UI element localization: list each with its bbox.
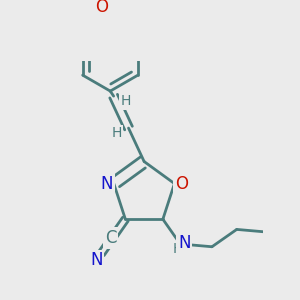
Text: H: H [120,94,130,108]
Text: O: O [175,175,188,193]
Text: C: C [105,229,116,247]
Text: H: H [172,242,183,256]
Text: N: N [90,251,103,269]
Text: N: N [178,234,190,252]
Text: N: N [101,175,113,193]
Text: H: H [112,126,122,140]
Text: O: O [95,0,108,16]
